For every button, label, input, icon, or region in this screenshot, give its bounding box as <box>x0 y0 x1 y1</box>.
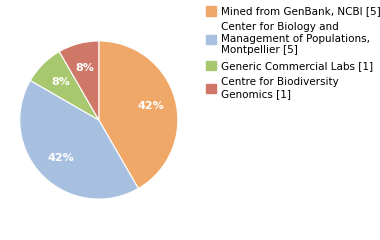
Wedge shape <box>99 41 178 188</box>
Text: 8%: 8% <box>51 77 70 87</box>
Text: 8%: 8% <box>76 63 94 73</box>
Wedge shape <box>30 52 99 120</box>
Legend: Mined from GenBank, NCBI [5], Center for Biology and
Management of Populations,
: Mined from GenBank, NCBI [5], Center for… <box>205 5 380 100</box>
Text: 42%: 42% <box>48 153 74 163</box>
Wedge shape <box>20 80 138 199</box>
Wedge shape <box>59 41 99 120</box>
Text: 42%: 42% <box>137 101 164 111</box>
